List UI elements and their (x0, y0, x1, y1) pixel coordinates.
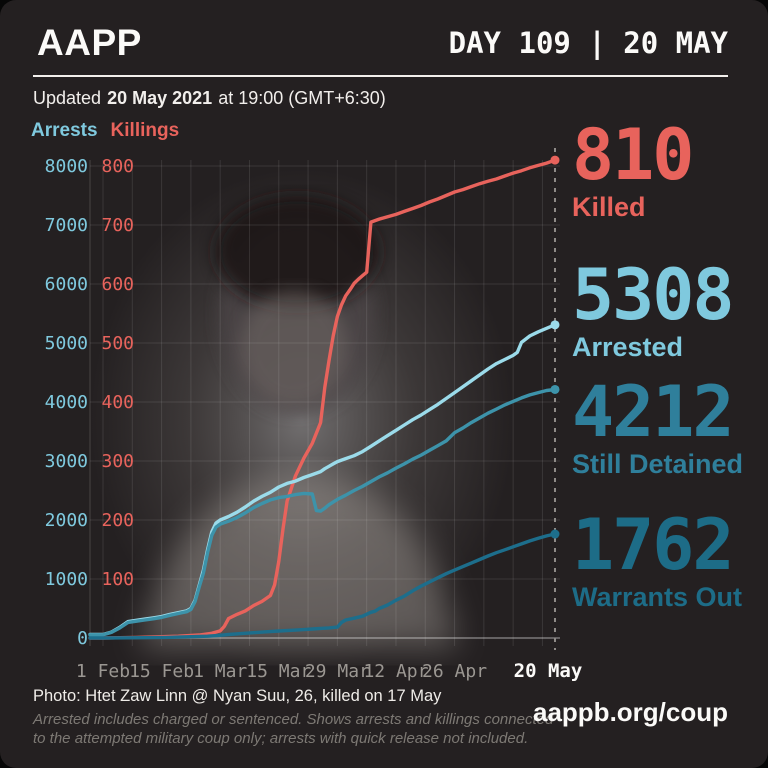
y-tick-killings-100: 100 (101, 569, 134, 590)
arrested-count: 5308 (572, 254, 735, 336)
y-tick-arrests-7000: 7000 (45, 215, 88, 236)
updated-suffix: at 19:00 (GMT+6:30) (218, 88, 386, 108)
chart-endpoint-arrests (550, 320, 560, 330)
chart-endpoint-still-detained (550, 384, 560, 394)
chart-endpoint-killings (550, 155, 560, 165)
legend-arrests: Arrests (31, 120, 98, 141)
stat-warrants-out: 1762 Warrants Out (572, 504, 752, 613)
y-tick-killings-800: 800 (101, 156, 134, 177)
y-tick-arrests-5000: 5000 (45, 333, 88, 354)
y-tick-arrests-6000: 6000 (45, 274, 88, 295)
detained-count: 4212 (572, 371, 735, 453)
header-divider (33, 75, 728, 77)
chart-endpoint-warrants-out (550, 529, 560, 539)
app-logo: AAPP (37, 22, 142, 63)
portrait-photo (90, 168, 514, 672)
x-tick-1-mar: 1 Mar (193, 661, 247, 682)
chart-line-still-detained (88, 387, 557, 637)
chart-line-warrants-out (88, 532, 557, 640)
warrants-label: Warrants Out (572, 581, 743, 612)
x-tick-26-apr: 26 Apr (422, 661, 487, 682)
stat-arrested: 5308 Arrested (572, 254, 752, 363)
website-url: aappb.org/coup (533, 697, 728, 727)
legend-killings: Killings (110, 120, 180, 141)
chart-line-killings (88, 158, 557, 640)
y-tick-killings-200: 200 (101, 510, 134, 531)
detained-label: Still Detained (572, 448, 744, 479)
y-tick-arrests-0: 0 (77, 628, 88, 649)
x-tick-15-feb: 15 Feb (129, 661, 194, 682)
y-tick-killings-400: 400 (101, 392, 134, 413)
y-tick-killings-600: 600 (101, 274, 134, 295)
x-tick-29-mar: 29 Mar (305, 661, 370, 682)
stat-killed: 810 Killed (572, 114, 752, 223)
x-tick-15-mar: 15 Mar (246, 661, 311, 682)
warrants-count: 1762 (572, 504, 735, 586)
day-counter: DAY 109 | 20 MAY (448, 26, 728, 60)
stat-still-detained: 4212 Still Detained (572, 371, 752, 480)
disclaimer-line-1: Arrested includes charged or sentenced. … (33, 711, 554, 728)
photo-caption: Photo: Htet Zaw Linn @ Nyan Suu, 26, kil… (33, 687, 442, 705)
disclaimer-line-2: to the attempted military coup only; arr… (33, 730, 529, 747)
killed-count: 810 (572, 114, 694, 196)
y-tick-killings-300: 300 (101, 451, 134, 472)
y-tick-arrests-2000: 2000 (45, 510, 88, 531)
updated-prefix: Updated (33, 88, 102, 108)
arrested-label: Arrested (572, 331, 684, 362)
x-tick-current-day: 20 May (514, 660, 583, 682)
y-tick-arrests-1000: 1000 (45, 569, 88, 590)
y-tick-arrests-4000: 4000 (45, 392, 88, 413)
y-tick-killings-500: 500 (101, 333, 134, 354)
killed-label: Killed (572, 191, 646, 222)
x-tick-12-apr: 12 Apr (363, 661, 428, 682)
x-tick-1-feb: 1 Feb (76, 661, 130, 682)
y-tick-arrests-3000: 3000 (45, 451, 88, 472)
y-tick-killings-700: 700 (101, 215, 134, 236)
updated-line: Updated 20 May 2021 at 19:00 (GMT+6:30) (33, 88, 386, 109)
axis-legend: Arrests Killings (31, 120, 192, 142)
y-tick-arrests-8000: 8000 (45, 156, 88, 177)
updated-date: 20 May 2021 (107, 88, 213, 108)
disclaimer: Arrested includes charged or sentenced. … (33, 710, 553, 748)
